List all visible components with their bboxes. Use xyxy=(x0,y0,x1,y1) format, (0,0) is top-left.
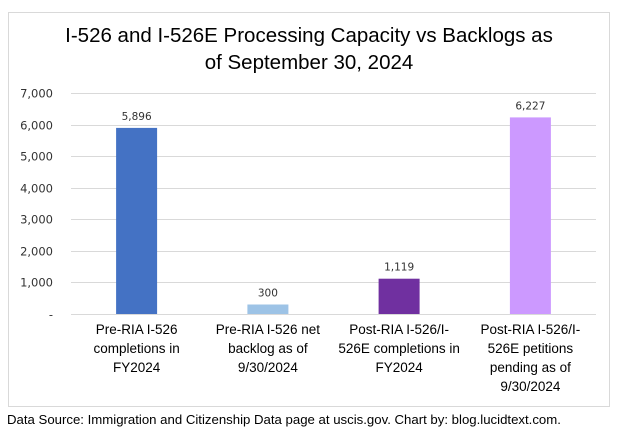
chart-title-line-1: I-526 and I-526E Processing Capacity vs … xyxy=(65,24,553,47)
bar xyxy=(247,304,289,314)
y-tick-label: 6,000 xyxy=(20,119,53,133)
x-category-label-line: Post-RIA I-526/I- xyxy=(349,322,450,337)
x-category-label-line: pending as of xyxy=(489,360,571,375)
x-category-label: Pre-RIA I-526 net backlog as of 9/30/2024 xyxy=(203,320,333,377)
x-category-label-line: 526E petitions xyxy=(487,341,574,356)
x-category-label-line: FY2024 xyxy=(375,360,423,375)
x-category-label-line: FY2024 xyxy=(112,360,161,375)
y-tick-label: 7,000 xyxy=(20,87,53,101)
bar xyxy=(116,127,158,315)
x-category-label-line: 9/30/2024 xyxy=(500,379,561,394)
data-label: 6,227 xyxy=(515,100,545,112)
chart-title: I-526 and I-526E Processing Capacity vs … xyxy=(8,22,610,76)
chart-title-line-2: of September 30, 2024 xyxy=(204,51,414,74)
bar xyxy=(509,117,551,315)
x-category-label-line: 526E completions in xyxy=(338,341,460,356)
x-category-label-line: 9/30/2024 xyxy=(237,360,298,375)
bar xyxy=(378,278,420,314)
data-label: 5,896 xyxy=(122,111,152,123)
x-category-label-line: Post-RIA I-526/I- xyxy=(480,322,581,337)
x-category-label-line: Pre-RIA I-526 xyxy=(95,322,178,337)
x-category-label-line: Pre-RIA I-526 net xyxy=(215,322,321,337)
data-label: 300 xyxy=(258,288,278,300)
y-tick-label: 5,000 xyxy=(20,150,53,164)
y-tick-label: 2,000 xyxy=(20,245,53,259)
data-label: 1,119 xyxy=(384,262,414,274)
y-tick-label: - xyxy=(49,308,53,322)
y-tick-label: 3,000 xyxy=(20,213,53,227)
x-category-label-line: backlog as of xyxy=(228,341,308,356)
y-tick-label: 4,000 xyxy=(20,182,53,196)
data-source-footer: Data Source: Immigration and Citizenship… xyxy=(7,412,561,427)
y-tick-label: 1,000 xyxy=(20,276,53,290)
x-category-label-line: completions in xyxy=(93,341,180,356)
x-category-label: Post-RIA I-526/I- 526E petitions pending a… xyxy=(465,320,595,396)
x-category-label: Post-RIA I-526/I- 526E completions in FY20… xyxy=(334,320,464,377)
x-category-label: Pre-RIA I-526 completions in FY2024 xyxy=(72,320,202,377)
chart-frame xyxy=(8,12,610,407)
